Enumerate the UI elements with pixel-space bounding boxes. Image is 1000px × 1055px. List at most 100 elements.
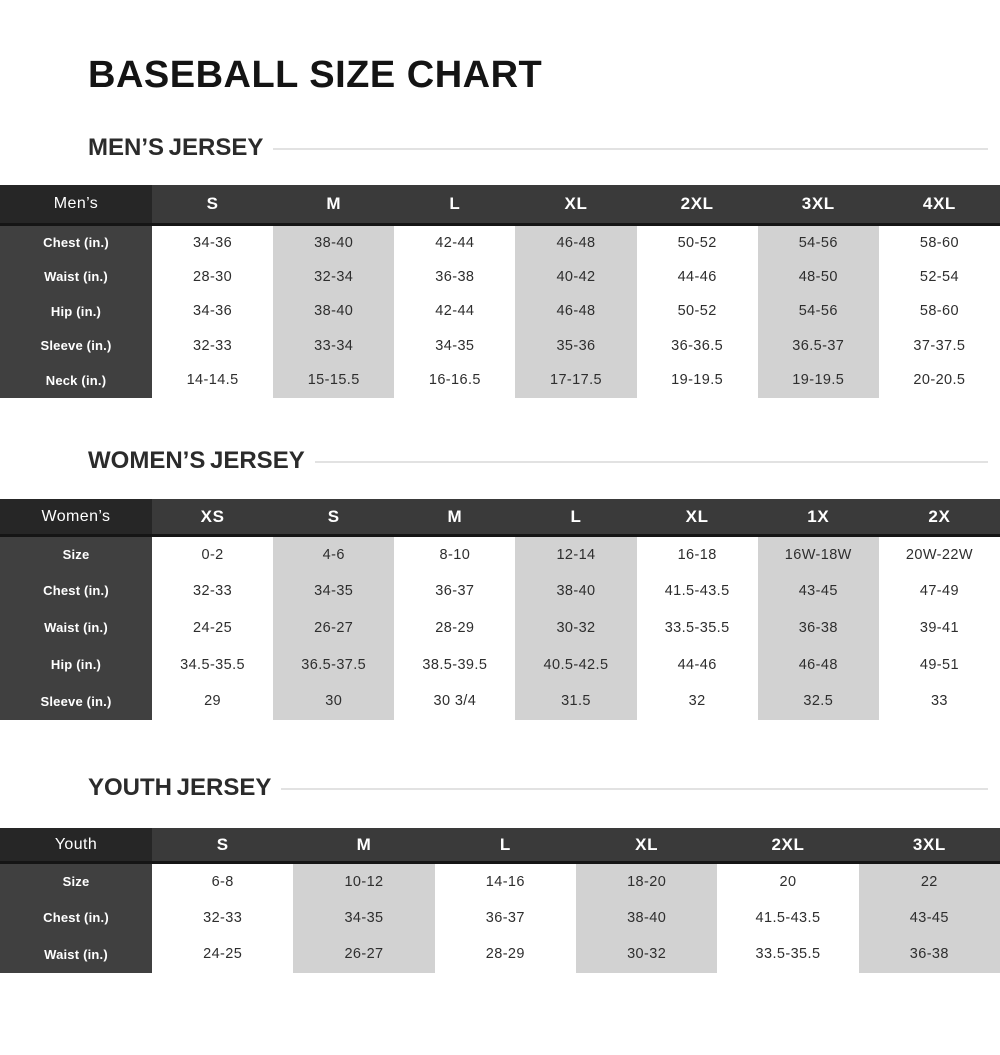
mens-jersey-size-table: Men’s S M L XL 2XL 3XL 4XL Chest (in.) 34-36 38-40… [0,184,1000,398]
size-column-header: XL [515,184,637,225]
size-value-cell: 35-36 [515,328,637,364]
size-value-cell: 22 [858,862,1000,900]
size-header-row: Men’s S M L XL 2XL 3XL 4XL [0,184,1000,225]
size-value-cell: 44-46 [636,259,758,294]
size-value-cell: 4-6 [273,535,395,573]
size-value-cell: 48-50 [757,259,879,294]
row-label-cell: Neck (in.) [0,363,152,398]
size-value-cell: 16W-18W [757,535,879,573]
size-value-cell: 34-35 [293,899,435,936]
size-value-cell: 28-29 [434,935,576,973]
size-column-header: 2X [878,498,1000,536]
size-column-header: M [394,498,516,536]
measurement-row: Hip (in.) 34-36 38-40 42-44 46-48 50-52 54-56 5… [0,293,1000,329]
size-value-cell: 33.5-35.5 [636,609,758,647]
row-label-cell: Waist (in.) [0,259,152,294]
measurement-row: Size 6-8 10-12 14-16 18-20 20 22 [0,862,1000,900]
size-value-cell: 41.5-43.5 [636,572,758,610]
section-divider-line [314,461,988,464]
measurement-row: Chest (in.) 34-36 38-40 42-44 46-48 50-52 54-5… [0,224,1000,260]
measurement-row: Sleeve (in.) 29 30 30 3/4 31.5 32 32.5 33 [0,682,1000,720]
size-value-cell: 32 [636,682,758,720]
row-label-cell: Hip (in.) [0,293,152,329]
size-value-cell: 38-40 [273,293,395,329]
size-value-cell: 47-49 [878,572,1000,610]
size-value-cell: 34-35 [273,572,395,610]
size-column-header: XL [575,827,718,863]
measurement-row: Sleeve (in.) 32-33 33-34 34-35 35-36 36-36.5 3… [0,328,1000,364]
size-value-cell: 6-8 [152,862,294,900]
size-column-header: S [152,827,294,863]
row-label-cell: Sleeve (in.) [0,682,152,720]
size-header-row: Youth S M L XL 2XL 3XL [0,827,1000,863]
size-value-cell: 24-25 [152,609,274,647]
measurement-row: Waist (in.) 28-30 32-34 36-38 40-42 44-46 48-5… [0,259,1000,294]
size-value-cell: 33-34 [273,328,395,364]
measurement-row: Hip (in.) 34.5-35.5 36.5-37.5 38.5-39.5 40.5… [0,646,1000,683]
size-value-cell: 34.5-35.5 [152,646,274,683]
size-value-cell: 16-16.5 [394,363,516,398]
size-value-cell: 37-37.5 [878,328,1000,364]
size-value-cell: 42-44 [394,293,516,329]
size-value-cell: 38-40 [515,572,637,610]
size-column-header: S [152,184,274,225]
size-value-cell: 32-34 [273,259,395,294]
size-value-cell: 28-29 [394,609,516,647]
size-value-cell: 34-35 [394,328,516,364]
measurement-row: Chest (in.) 32-33 34-35 36-37 38-40 41.5-43.5… [0,572,1000,610]
section-header: YOUTH JERSEY [88,774,988,802]
table-corner-label: Youth [0,827,152,863]
size-value-cell: 17-17.5 [515,363,637,398]
row-label-cell: Sleeve (in.) [0,328,152,364]
size-value-cell: 34-36 [152,293,274,329]
size-value-cell: 12-14 [515,535,637,573]
size-value-cell: 36-36.5 [636,328,758,364]
size-value-cell: 50-52 [636,293,758,329]
measurement-row: Waist (in.) 24-25 26-27 28-29 30-32 33.5-35.5… [0,609,1000,647]
size-value-cell: 30-32 [515,609,637,647]
row-label-cell: Chest (in.) [0,572,152,610]
size-value-cell: 58-60 [878,224,1000,260]
size-value-cell: 24-25 [152,935,294,973]
size-value-cell: 40-42 [515,259,637,294]
size-column-header: 1X [757,498,879,536]
size-value-cell: 19-19.5 [757,363,879,398]
size-value-cell: 16-18 [636,535,758,573]
womens-jersey-size-table: Women’s XS S M L XL 1X 2X Size 0-2 4-6 8-10 12-14 16-… [0,498,1000,720]
size-column-header: 4XL [878,184,1000,225]
section-mens-jersey: MEN’S JERSEY Men’s S M L XL 2XL 3XL 4XL Chest (i… [0,134,1000,398]
measurement-row: Size 0-2 4-6 8-10 12-14 16-18 16W-18W 20W-22W [0,535,1000,573]
size-value-cell: 49-51 [878,646,1000,683]
size-value-cell: 41.5-43.5 [717,899,859,936]
section-title-mens: MEN’S JERSEY [88,133,264,161]
size-value-cell: 20-20.5 [878,363,1000,398]
size-value-cell: 36-37 [394,572,516,610]
size-column-header: L [515,498,637,536]
size-column-header: 3XL [757,184,879,225]
size-column-header: S [273,498,395,536]
size-value-cell: 28-30 [152,259,274,294]
size-value-cell: 34-36 [152,224,274,260]
row-label-cell: Chest (in.) [0,899,152,936]
size-value-cell: 36.5-37.5 [273,646,395,683]
measurement-row: Neck (in.) 14-14.5 15-15.5 16-16.5 17-17.5 19… [0,363,1000,398]
size-value-cell: 46-48 [515,224,637,260]
size-value-cell: 31.5 [515,682,637,720]
size-value-cell: 43-45 [858,899,1000,936]
measurement-row: Chest (in.) 32-33 34-35 36-37 38-40 41.5-43.5… [0,899,1000,936]
size-value-cell: 36-38 [394,259,516,294]
table-corner-label: Men’s [0,184,152,225]
size-value-cell: 10-12 [293,862,435,900]
size-value-cell: 30 3/4 [394,682,516,720]
measurement-row: Waist (in.) 24-25 26-27 28-29 30-32 33.5-35.5… [0,935,1000,973]
size-column-header: L [434,827,576,863]
size-value-cell: 14-14.5 [152,363,274,398]
size-value-cell: 38.5-39.5 [394,646,516,683]
size-value-cell: 38-40 [273,224,395,260]
size-value-cell: 29 [152,682,274,720]
size-value-cell: 32-33 [152,572,274,610]
section-divider-line [273,148,988,151]
size-value-cell: 36-37 [434,899,576,936]
size-value-cell: 33 [878,682,1000,720]
size-column-header: M [273,184,395,225]
